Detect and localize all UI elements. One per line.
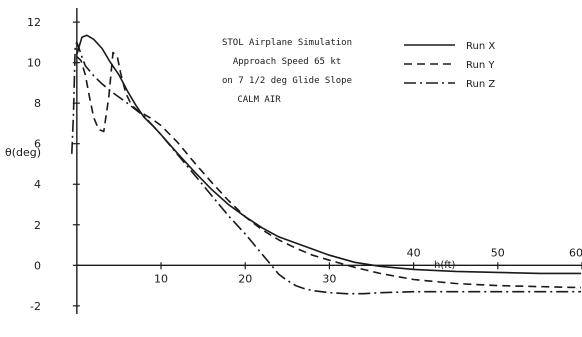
annotation-line-4: CALM AIR — [237, 95, 281, 105]
y-tick-label: 12 — [27, 16, 41, 29]
annotation-block: STOL Airplane Simulation Approach Speed … — [222, 38, 352, 105]
y-tick-label: 10 — [27, 57, 41, 70]
x-tick-label: 60 — [569, 246, 582, 259]
legend-label: Run X — [466, 41, 495, 52]
y-tick-label: 4 — [34, 178, 41, 191]
legend: Run X Run Y Run Z — [404, 41, 495, 90]
annotation-line-1: STOL Airplane Simulation — [222, 38, 352, 48]
legend-label: Run Y — [466, 60, 495, 71]
y-tick-label: 0 — [34, 259, 41, 272]
y-tick-label: 8 — [34, 97, 41, 110]
x-tick-label: 10 — [154, 272, 168, 285]
axes: -2 0 2 4 6 8 10 12 10 20 30 40 50 60 — [27, 8, 582, 314]
x-tick-label: 30 — [322, 272, 336, 285]
x-tick-label: 40 — [407, 246, 421, 259]
y-tick-label: -2 — [30, 300, 41, 313]
x-tick-label: 20 — [238, 272, 252, 285]
y-axis-label: θ(deg) — [5, 146, 41, 159]
series-line-run-x — [76, 34, 581, 275]
x-axis-label: h(ft) — [434, 260, 456, 271]
y-tick-label: 2 — [34, 219, 41, 232]
annotation-line-2: Approach Speed 65 kt — [233, 57, 341, 67]
x-tick-label: 50 — [491, 246, 505, 259]
series-layer — [71, 34, 582, 295]
series-line-run-z — [71, 41, 581, 295]
series-line-run-y — [76, 51, 582, 289]
annotation-line-3: on 7 1/2 deg Glide Slope — [222, 76, 352, 86]
legend-label: Run Z — [466, 79, 495, 90]
y-tick-label: 6 — [34, 138, 41, 151]
